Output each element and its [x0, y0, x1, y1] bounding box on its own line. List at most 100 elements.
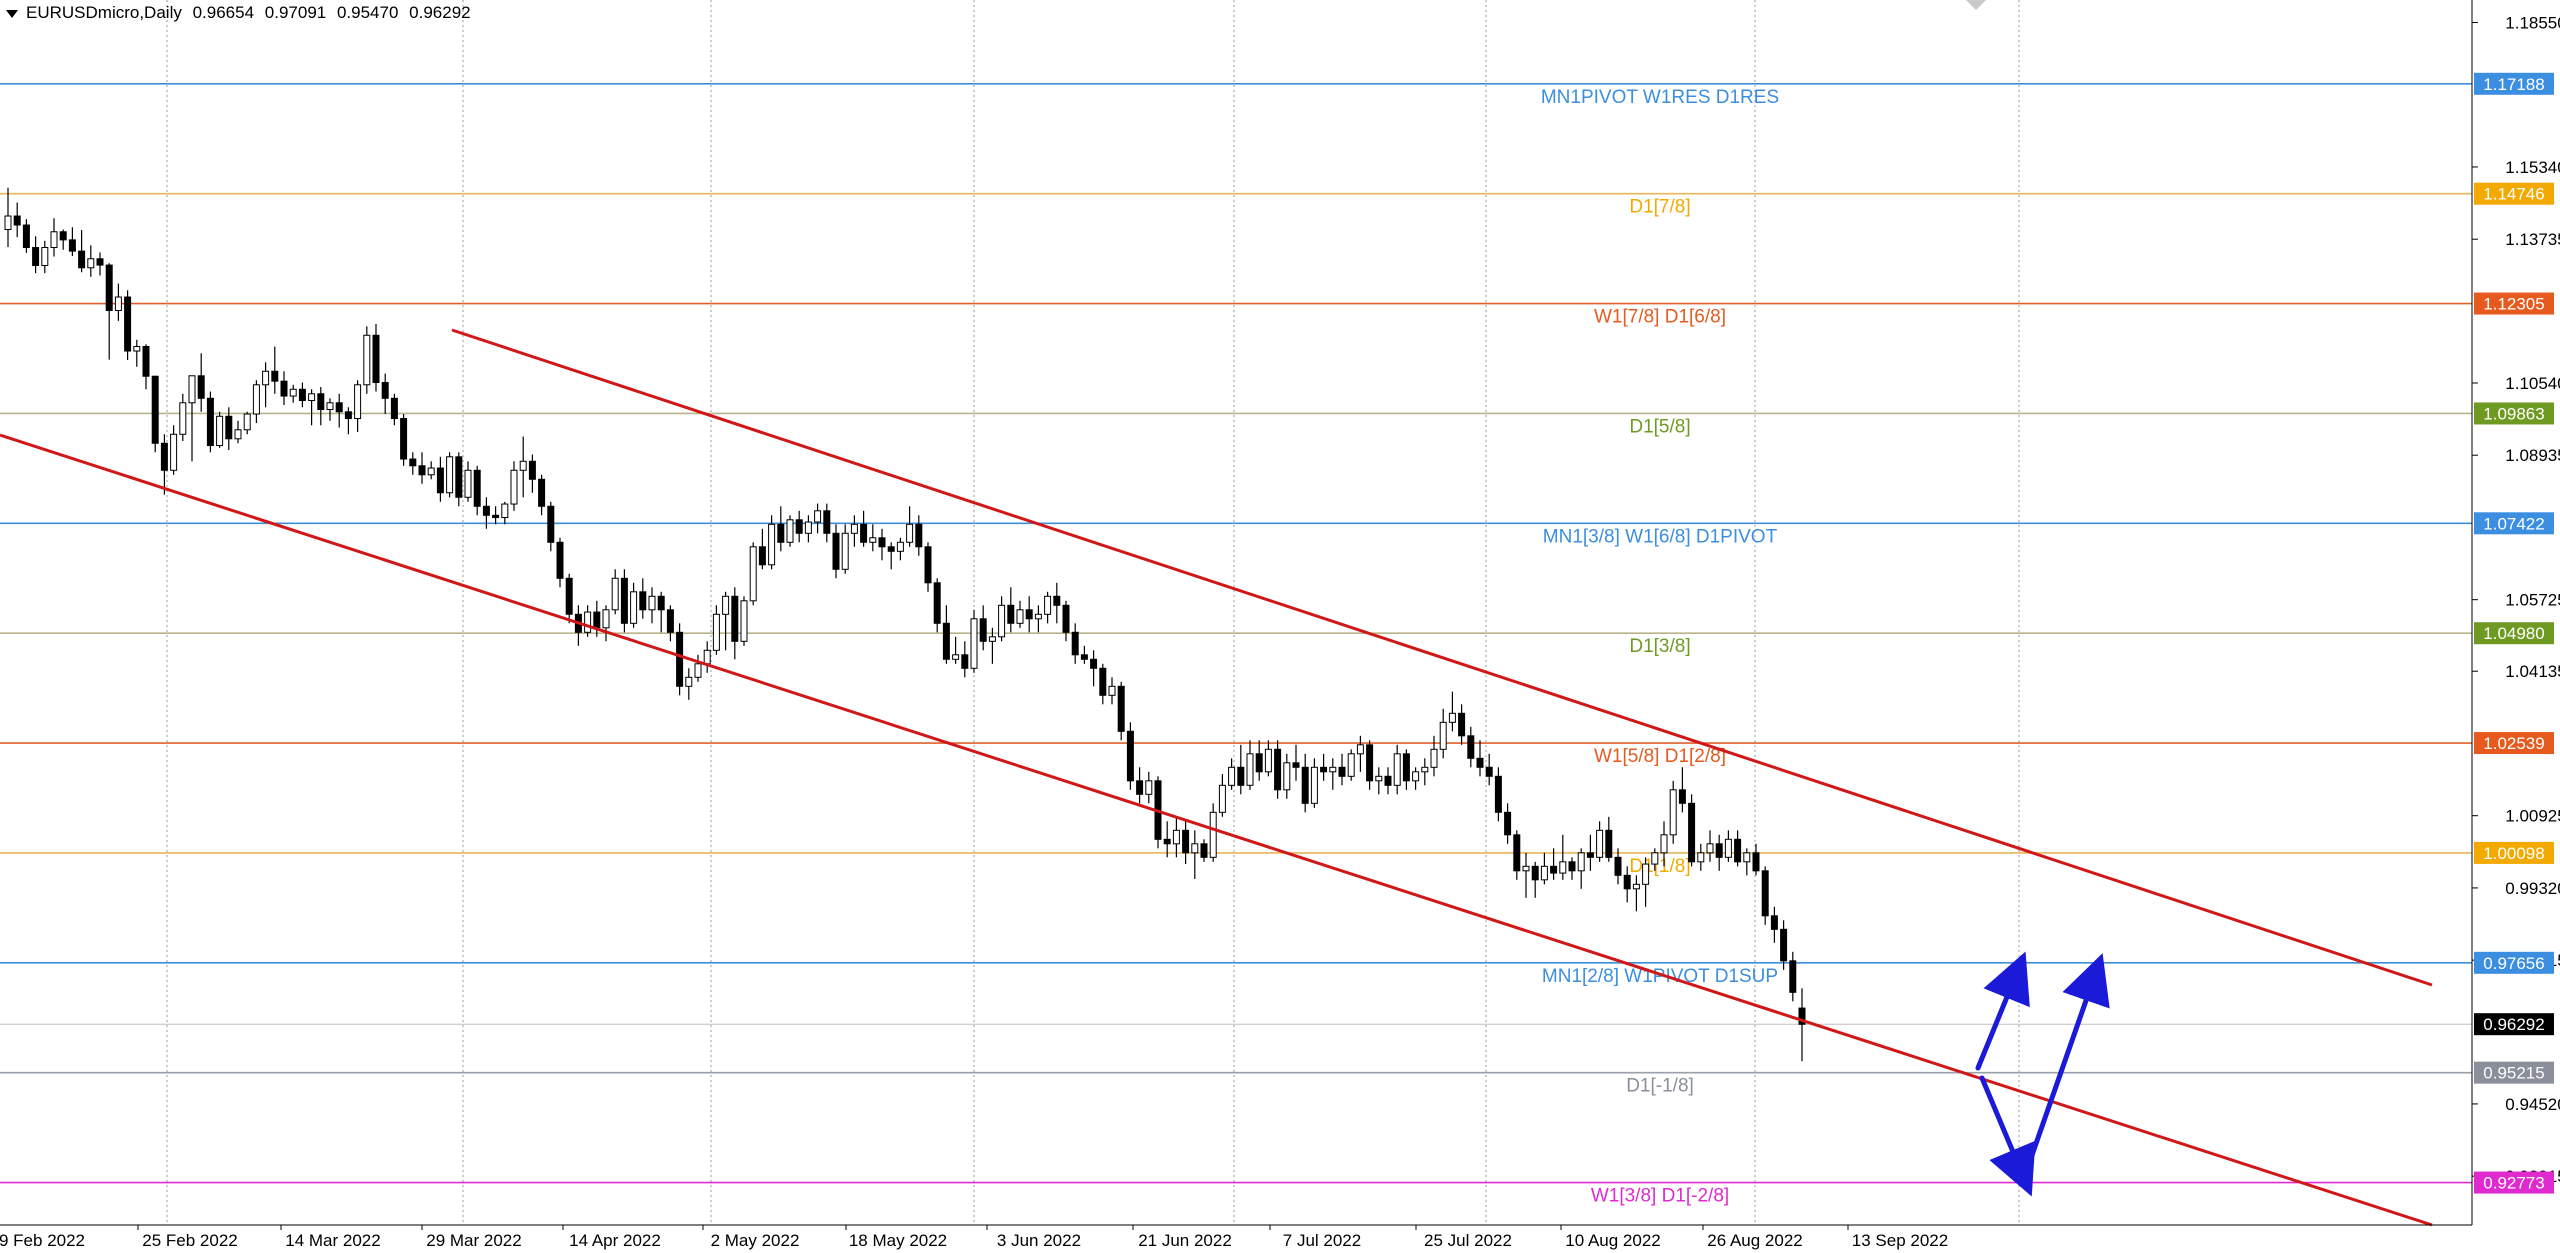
bull-candle-body — [648, 595, 656, 611]
current-price-tag-label: 0.96292 — [2483, 1015, 2544, 1034]
candle — [768, 515, 776, 570]
candle — [915, 515, 923, 556]
bull-candle-body — [1209, 811, 1217, 858]
candle — [602, 605, 610, 642]
candle — [22, 219, 30, 253]
time-tick-label: 2 May 2022 — [711, 1231, 800, 1250]
bear-candle-body — [1586, 852, 1594, 858]
bull-candle-body — [602, 609, 610, 629]
time-tick-label: 18 May 2022 — [849, 1231, 947, 1250]
bear-candle-body — [915, 523, 923, 548]
level-label: D1[1/8] — [1629, 856, 1690, 877]
candle — [4, 187, 12, 248]
bull-candle-body — [289, 388, 297, 397]
projection-arrow[interactable] — [2021, 953, 2110, 1181]
level-label: W1[5/8] D1[2/8] — [1594, 746, 1726, 767]
candle — [1402, 749, 1410, 790]
price-tick-label: 1.13735 — [2505, 230, 2560, 249]
projection-arrows[interactable] — [1975, 951, 2110, 1197]
bull-candle-body — [252, 384, 260, 415]
collapse-triangle-icon[interactable] — [6, 9, 18, 18]
bear-candle-body — [1494, 775, 1502, 813]
candle — [906, 506, 914, 547]
bear-candle-body — [160, 442, 168, 471]
projection-arrow[interactable] — [1975, 951, 2030, 1071]
candle — [1697, 843, 1705, 871]
bull-candle-body — [869, 537, 877, 543]
candle — [1310, 758, 1318, 808]
projection-arrow[interactable] — [1979, 1075, 2036, 1197]
candle — [1126, 722, 1134, 790]
level-price-tag-label: 1.17188 — [2483, 75, 2544, 94]
candle — [298, 382, 306, 408]
bull-candle-body — [1596, 829, 1604, 858]
bear-candle-body — [1770, 915, 1778, 930]
candle — [464, 461, 472, 502]
price-axis[interactable]: 1.18550 1.15340 1.13735 1.10540 1.08935 1.057… — [2471, 0, 2560, 1225]
bull-candle-body — [1706, 843, 1714, 854]
bull-candle-body — [464, 469, 472, 498]
candle — [455, 452, 463, 507]
bear-candle-body — [32, 247, 40, 267]
bear-candle-body — [1099, 667, 1107, 696]
candle — [78, 229, 86, 273]
bull-candle-body — [768, 523, 776, 566]
bear-candle-body — [1715, 843, 1723, 858]
channel-line-upper[interactable] — [451, 328, 2433, 987]
level-label: D1[7/8] — [1629, 197, 1690, 218]
time-tick-label: 14 Mar 2022 — [285, 1231, 380, 1250]
candle — [1136, 767, 1144, 804]
level-price-tag — [2474, 182, 2554, 205]
bear-candle-body — [142, 346, 150, 377]
candle — [832, 524, 840, 579]
bear-candle-body — [887, 546, 895, 552]
candle — [381, 373, 389, 415]
candle — [1513, 830, 1521, 880]
candle — [372, 324, 380, 392]
candle — [620, 569, 628, 633]
level-label: MN1[2/8] W1PIVOT D1SUP — [1542, 966, 1778, 987]
candle — [1062, 600, 1070, 642]
candle — [1375, 767, 1383, 795]
candle — [50, 218, 58, 257]
price-tick-label: 1.04135 — [2505, 662, 2560, 681]
bear-candle-body — [1126, 730, 1134, 782]
bear-candle-body — [1320, 766, 1328, 773]
bull-candle-body — [1016, 609, 1024, 624]
bear-candle-body — [105, 264, 113, 312]
candle — [860, 510, 868, 547]
bear-candle-body — [1163, 838, 1171, 845]
bear-candle-body — [1274, 748, 1282, 791]
shift-marker-icon[interactable] — [1966, 0, 1986, 10]
vertical-grid — [166, 0, 2020, 1225]
candle — [1642, 857, 1650, 907]
close-price: 0.96292 — [409, 3, 471, 22]
channel-line-lower[interactable] — [0, 433, 2433, 1227]
candle — [1467, 726, 1475, 768]
candle — [869, 524, 877, 552]
bull-candle-body — [170, 433, 178, 471]
bear-candle-body — [1458, 712, 1466, 737]
candle — [446, 452, 454, 498]
bull-candle-body — [1439, 721, 1447, 750]
level-price-tag — [2474, 732, 2554, 755]
candle — [41, 240, 49, 274]
bear-candle-body — [151, 375, 159, 444]
time-tick-label: 21 Jun 2022 — [1138, 1231, 1232, 1250]
bull-candle-body — [685, 676, 693, 687]
bear-candle-body — [1688, 802, 1696, 863]
candle — [878, 528, 886, 561]
bear-candle-body — [1761, 870, 1769, 917]
candle — [1200, 839, 1208, 862]
candle — [722, 591, 730, 651]
level-price-tag-label: 0.95215 — [2483, 1064, 2544, 1083]
bear-candle-body — [1136, 780, 1144, 795]
bear-candle-body — [1513, 834, 1521, 872]
bear-candle-body — [59, 231, 67, 241]
time-axis[interactable]: 9 Feb 2022 25 Feb 2022 14 Mar 2022 29 Mar 2… — [0, 0, 2472, 1250]
trend-channel[interactable] — [0, 328, 2433, 1227]
bear-candle-body — [1117, 685, 1125, 732]
bear-candle-body — [1402, 753, 1410, 782]
